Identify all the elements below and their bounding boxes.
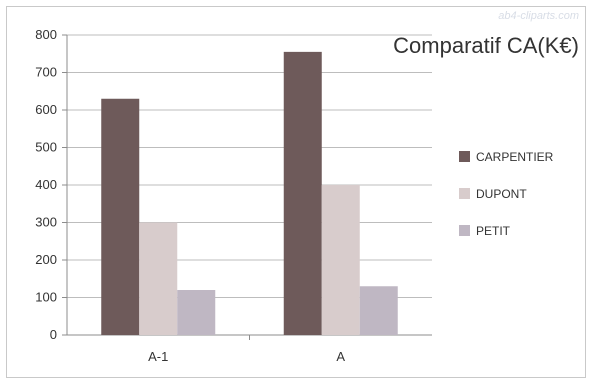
- legend-label: CARPENTIER: [476, 150, 554, 164]
- bar: [359, 286, 398, 335]
- bar: [139, 222, 178, 335]
- x-tick-label: A: [336, 349, 345, 364]
- legend-label: PETIT: [476, 224, 511, 238]
- bar: [177, 290, 216, 335]
- y-tick-label: 400: [35, 177, 57, 192]
- y-tick-label: 200: [35, 252, 57, 267]
- y-tick-label: 800: [35, 27, 57, 42]
- legend-swatch: [459, 188, 470, 199]
- legend-swatch: [459, 225, 470, 236]
- watermark: ab4-cliparts.com: [498, 10, 579, 22]
- y-tick-label: 500: [35, 140, 57, 155]
- y-tick-label: 100: [35, 290, 57, 305]
- y-tick-label: 600: [35, 102, 57, 117]
- bar-chart: 0 100 200 300 400 500 600 700 800 A-1 A Comparatif …: [35, 10, 579, 364]
- chart-container: 0 100 200 300 400 500 600 700 800 A-1 A Comparatif …: [6, 6, 586, 378]
- y-tick-label: 700: [35, 65, 57, 80]
- x-tick-label: A-1: [148, 349, 168, 364]
- bar: [101, 98, 140, 335]
- legend-label: DUPONT: [476, 187, 527, 201]
- legend-swatch: [459, 151, 470, 162]
- y-tick-label: 300: [35, 215, 57, 230]
- bar: [321, 185, 360, 335]
- chart-title: Comparatif CA(K€): [393, 33, 579, 58]
- y-tick-label: 0: [50, 327, 57, 342]
- bar: [283, 51, 322, 335]
